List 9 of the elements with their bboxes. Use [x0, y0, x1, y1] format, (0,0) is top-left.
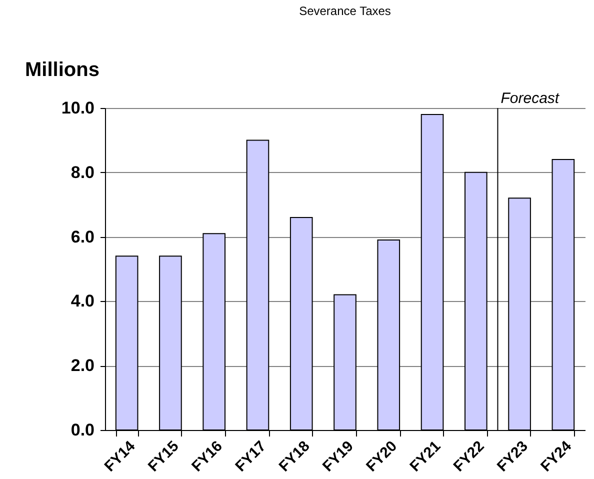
- y-tick-label: 0.0: [70, 420, 94, 440]
- y-tick-label: 10.0: [61, 98, 94, 118]
- y-axis-title: Millions: [25, 59, 100, 81]
- chart-title: Severance Taxes: [299, 4, 391, 18]
- y-tick-label: 8.0: [70, 162, 94, 182]
- y-tick-label: 6.0: [70, 227, 94, 246]
- ref-line-label: Forecast: [500, 90, 560, 107]
- y-tick-label: 4.0: [70, 292, 94, 311]
- y-tick-label: 2.0: [70, 356, 94, 376]
